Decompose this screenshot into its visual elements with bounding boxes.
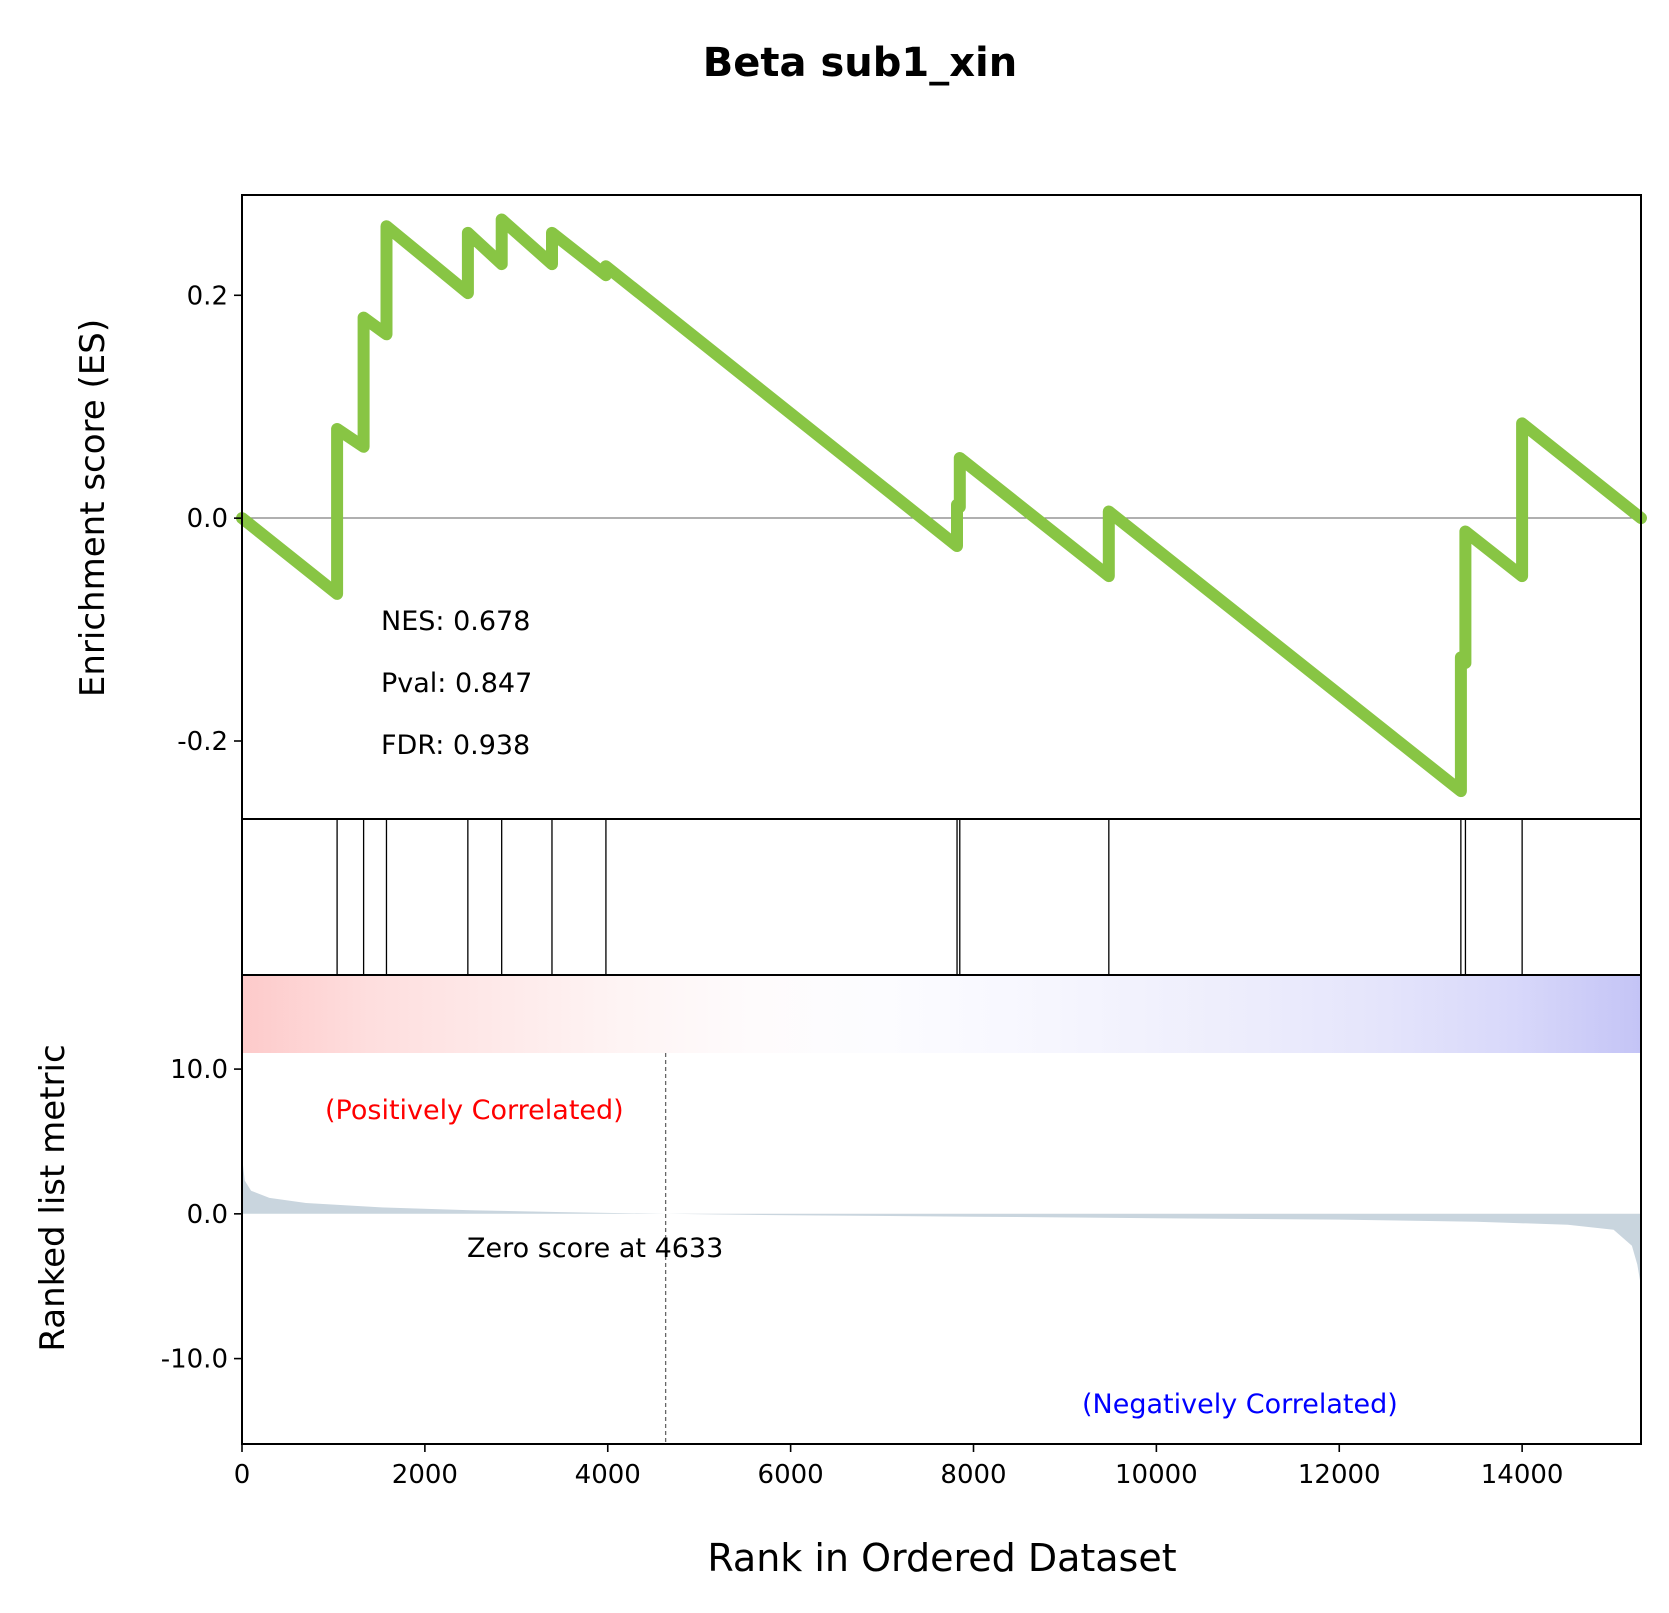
es-tick-label: 0.0 (187, 504, 228, 534)
chart-title: Beta sub1_xin (703, 40, 1017, 86)
rank-panel-frame (241, 974, 1642, 1445)
x-tick-label: 12000 (1298, 1460, 1381, 1490)
x-tick-label: 14000 (1481, 1460, 1564, 1490)
x-axis-ticks: 0 2000 4000 6000 8000 10000 12000 14000 (234, 1444, 1564, 1490)
rank-panel: (Positively Correlated) Zero score at 46… (33, 974, 1642, 1445)
rank-tick-label: 10.0 (170, 1055, 228, 1085)
zero-score-label: Zero score at 4633 (467, 1233, 723, 1264)
es-panel: 0.2 0.0 -0.2 NES: 0.678 Pval: 0.847 FDR: 0… (73, 194, 1647, 820)
positively-correlated-label: (Positively Correlated) (325, 1095, 624, 1126)
x-axis-label: Rank in Ordered Dataset (707, 1536, 1176, 1580)
stat-nes: NES: 0.678 (381, 606, 530, 637)
x-tick-label: 4000 (575, 1460, 641, 1490)
x-tick-label: 0 (234, 1460, 251, 1490)
negatively-correlated-label: (Negatively Correlated) (1082, 1389, 1398, 1420)
rank-tick-label: -10.0 (161, 1345, 228, 1375)
es-y-ticks: 0.2 0.0 -0.2 (177, 281, 242, 757)
hits-panel-frame (241, 818, 1642, 976)
stat-pval: Pval: 0.847 (381, 668, 532, 699)
color-bar (242, 975, 1641, 1053)
es-y-axis-label: Enrichment score (ES) (73, 319, 113, 697)
color-bar-gradient (242, 975, 1641, 1053)
es-curve-line (236, 213, 1647, 798)
es-tick-label: -0.2 (177, 727, 228, 757)
rank-tick-label: 0.0 (187, 1200, 228, 1230)
x-tick-label: 2000 (392, 1460, 458, 1490)
es-tick-label: 0.2 (187, 281, 228, 311)
rank-metric-area (242, 1155, 1641, 1287)
x-tick-label: 10000 (1115, 1460, 1198, 1490)
x-tick-label: 6000 (758, 1460, 824, 1490)
rank-y-axis-label: Ranked list metric (33, 1044, 73, 1351)
x-tick-label: 8000 (940, 1460, 1006, 1490)
es-panel-frame (241, 194, 1642, 820)
rank-y-ticks: 10.0 0.0 -10.0 (161, 1055, 242, 1375)
hit-lines (336, 819, 1523, 975)
hits-panel (241, 818, 1642, 976)
stat-fdr: FDR: 0.938 (381, 730, 530, 761)
